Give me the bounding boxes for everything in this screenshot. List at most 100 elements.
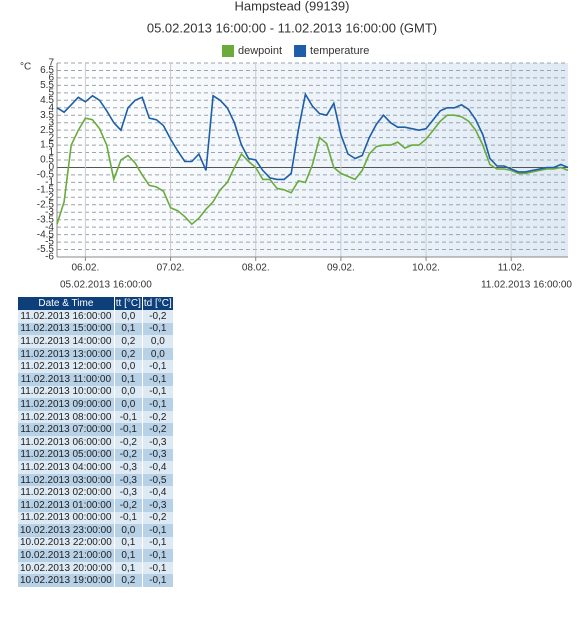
table-row: 11.02.2013 11:00:00 0,1 -0,1 — [18, 372, 174, 386]
x-tick-label: 09.02. — [327, 263, 355, 274]
table-row: 11.02.2013 06:00:00 -0,2 -0,3 — [18, 435, 174, 449]
table-cell: -0,1 — [142, 536, 174, 550]
table-cell: 0,1 — [114, 372, 143, 386]
table-cell: 11.02.2013 06:00:00 — [18, 435, 115, 449]
table-cell: 11.02.2013 11:00:00 — [18, 372, 115, 386]
table-row: 11.02.2013 05:00:00 -0,2 -0,3 — [18, 448, 174, 462]
table-cell: 0,0 — [142, 335, 174, 348]
table-row: 10.02.2013 20:00:00 0,1 -0,1 — [18, 561, 174, 575]
table-cell: -0,1 — [142, 360, 174, 373]
table-row: 11.02.2013 14:00:00 0,2 0,0 — [18, 335, 174, 348]
table-cell: -0,1 — [142, 385, 174, 399]
y-tick-label: 2.5 — [40, 125, 54, 136]
y-tick-label: -4.5 — [37, 229, 55, 240]
table-cell: -0,1 — [142, 574, 174, 588]
legend-swatch — [294, 45, 307, 57]
table-row: 10.02.2013 22:00:00 0,1 -0,1 — [18, 536, 174, 550]
table-cell: -0,1 — [114, 511, 143, 525]
table-row: 11.02.2013 00:00:00 -0,1 -0,2 — [18, 511, 174, 525]
table-cell: 0,2 — [114, 574, 143, 588]
series-line — [56, 114, 569, 226]
table-row: 11.02.2013 08:00:00 -0,1 -0,2 — [18, 410, 174, 424]
table-cell: -0,1 — [142, 398, 174, 411]
y-tick-label: 5.5 — [40, 80, 54, 91]
table-cell: -0,1 — [142, 524, 174, 537]
table-cell: -0,1 — [114, 410, 143, 424]
table-row: 11.02.2013 10:00:00 0,0 -0,1 — [18, 385, 174, 399]
table-cell: -0,3 — [114, 461, 143, 474]
table-cell: 11.02.2013 03:00:00 — [18, 473, 115, 487]
x-tick-label: 10.02. — [412, 263, 440, 274]
y-tick-label: -2 — [45, 192, 54, 203]
table-cell: -0,2 — [142, 310, 174, 323]
y-tick-label: 4 — [48, 102, 54, 113]
y-tick-label: 2 — [48, 132, 54, 143]
table-cell: -0,2 — [114, 435, 143, 449]
y-tick-label: -0.5 — [37, 170, 55, 181]
table-cell: 10.02.2013 19:00:00 — [18, 574, 115, 588]
table-cell: 0,1 — [114, 536, 143, 550]
y-tick-label: 1.5 — [40, 140, 54, 151]
table-row: 10.02.2013 23:00:00 0,0 -0,1 — [18, 524, 174, 537]
table-cell: 10.02.2013 20:00:00 — [18, 561, 115, 575]
x-tick-label: 08.02. — [242, 263, 270, 274]
table-row: 11.02.2013 13:00:00 0,2 0,0 — [18, 347, 174, 361]
table-cell: -0,1 — [142, 372, 174, 386]
x-range-start: 05.02.2013 16:00:00 — [60, 280, 152, 291]
table-cell: -0,4 — [142, 486, 174, 499]
legend-label: temperature — [310, 45, 369, 57]
table-cell: -0,2 — [142, 423, 174, 436]
legend-swatch — [222, 45, 234, 57]
legend-label: dewpoint — [238, 45, 282, 57]
table-cell: 0,0 — [114, 360, 143, 373]
table-row: 11.02.2013 02:00:00 -0,3 -0,4 — [18, 486, 174, 499]
table-cell: 11.02.2013 01:00:00 — [18, 498, 115, 512]
table-cell: -0,5 — [142, 473, 174, 487]
table-row: 11.02.2013 01:00:00 -0,2 -0,3 — [18, 498, 174, 512]
table-cell: 10.02.2013 21:00:00 — [18, 549, 115, 562]
table-cell: 0,0 — [114, 524, 143, 537]
chart-subtitle: 05.02.2013 16:00:00 - 11.02.2013 16:00:0… — [147, 20, 437, 35]
table-cell: 0,0 — [114, 398, 143, 411]
y-tick-label: 0.5 — [40, 155, 54, 166]
y-tick-label: 1 — [48, 147, 54, 158]
table-cell: 0,1 — [114, 549, 143, 562]
table-cell: -0,3 — [142, 448, 174, 462]
table-row: 11.02.2013 12:00:00 0,0 -0,1 — [18, 360, 174, 373]
table-cell: -0,1 — [114, 423, 143, 436]
y-tick-label: 5 — [48, 87, 54, 98]
x-range-end: 11.02.2013 16:00:00 — [481, 280, 572, 291]
table-cell: 11.02.2013 09:00:00 — [18, 398, 115, 411]
table-cell: -0,2 — [114, 498, 143, 512]
table-row: 10.02.2013 19:00:00 0,2 -0,1 — [18, 574, 174, 588]
y-tick-label: -1 — [45, 177, 54, 188]
table-cell: 0,2 — [114, 335, 143, 348]
table-row: 11.02.2013 04:00:00 -0,3 -0,4 — [18, 461, 174, 474]
table-row: 11.02.2013 09:00:00 0,0 -0,1 — [18, 398, 174, 411]
y-tick-label: -5.5 — [37, 244, 55, 255]
table-row: 11.02.2013 07:00:00 -0,1 -0,2 — [18, 423, 174, 436]
table-cell: -0,2 — [142, 511, 174, 525]
table-cell: 10.02.2013 22:00:00 — [18, 536, 115, 550]
table-cell: 0,0 — [114, 385, 143, 399]
table-row: 10.02.2013 21:00:00 0,1 -0,1 — [18, 549, 174, 562]
y-tick-label: 6 — [48, 73, 54, 84]
y-tick-label: 3.5 — [40, 110, 54, 121]
chart-title: Hampstead (99139) — [235, 0, 350, 13]
table-cell: -0,1 — [142, 561, 174, 575]
y-tick-label: 7 — [48, 58, 54, 69]
table-cell: 11.02.2013 00:00:00 — [18, 511, 115, 525]
y-tick-label: -2.5 — [37, 199, 55, 210]
table-cell: -0,4 — [142, 461, 174, 474]
table-cell: -0,3 — [114, 473, 143, 487]
table-cell: 0,2 — [114, 347, 143, 361]
table-cell: 0,0 — [114, 310, 143, 323]
y-tick-label: 3 — [48, 117, 54, 128]
table-row: 11.02.2013 03:00:00 -0,3 -0,5 — [18, 473, 174, 487]
table-header-cell: tt [°C] — [114, 297, 143, 310]
y-tick-label: -3 — [45, 207, 54, 218]
table-cell: 10.02.2013 23:00:00 — [18, 524, 115, 537]
table-cell: -0,2 — [114, 448, 143, 462]
table-cell: -0,2 — [142, 410, 174, 424]
